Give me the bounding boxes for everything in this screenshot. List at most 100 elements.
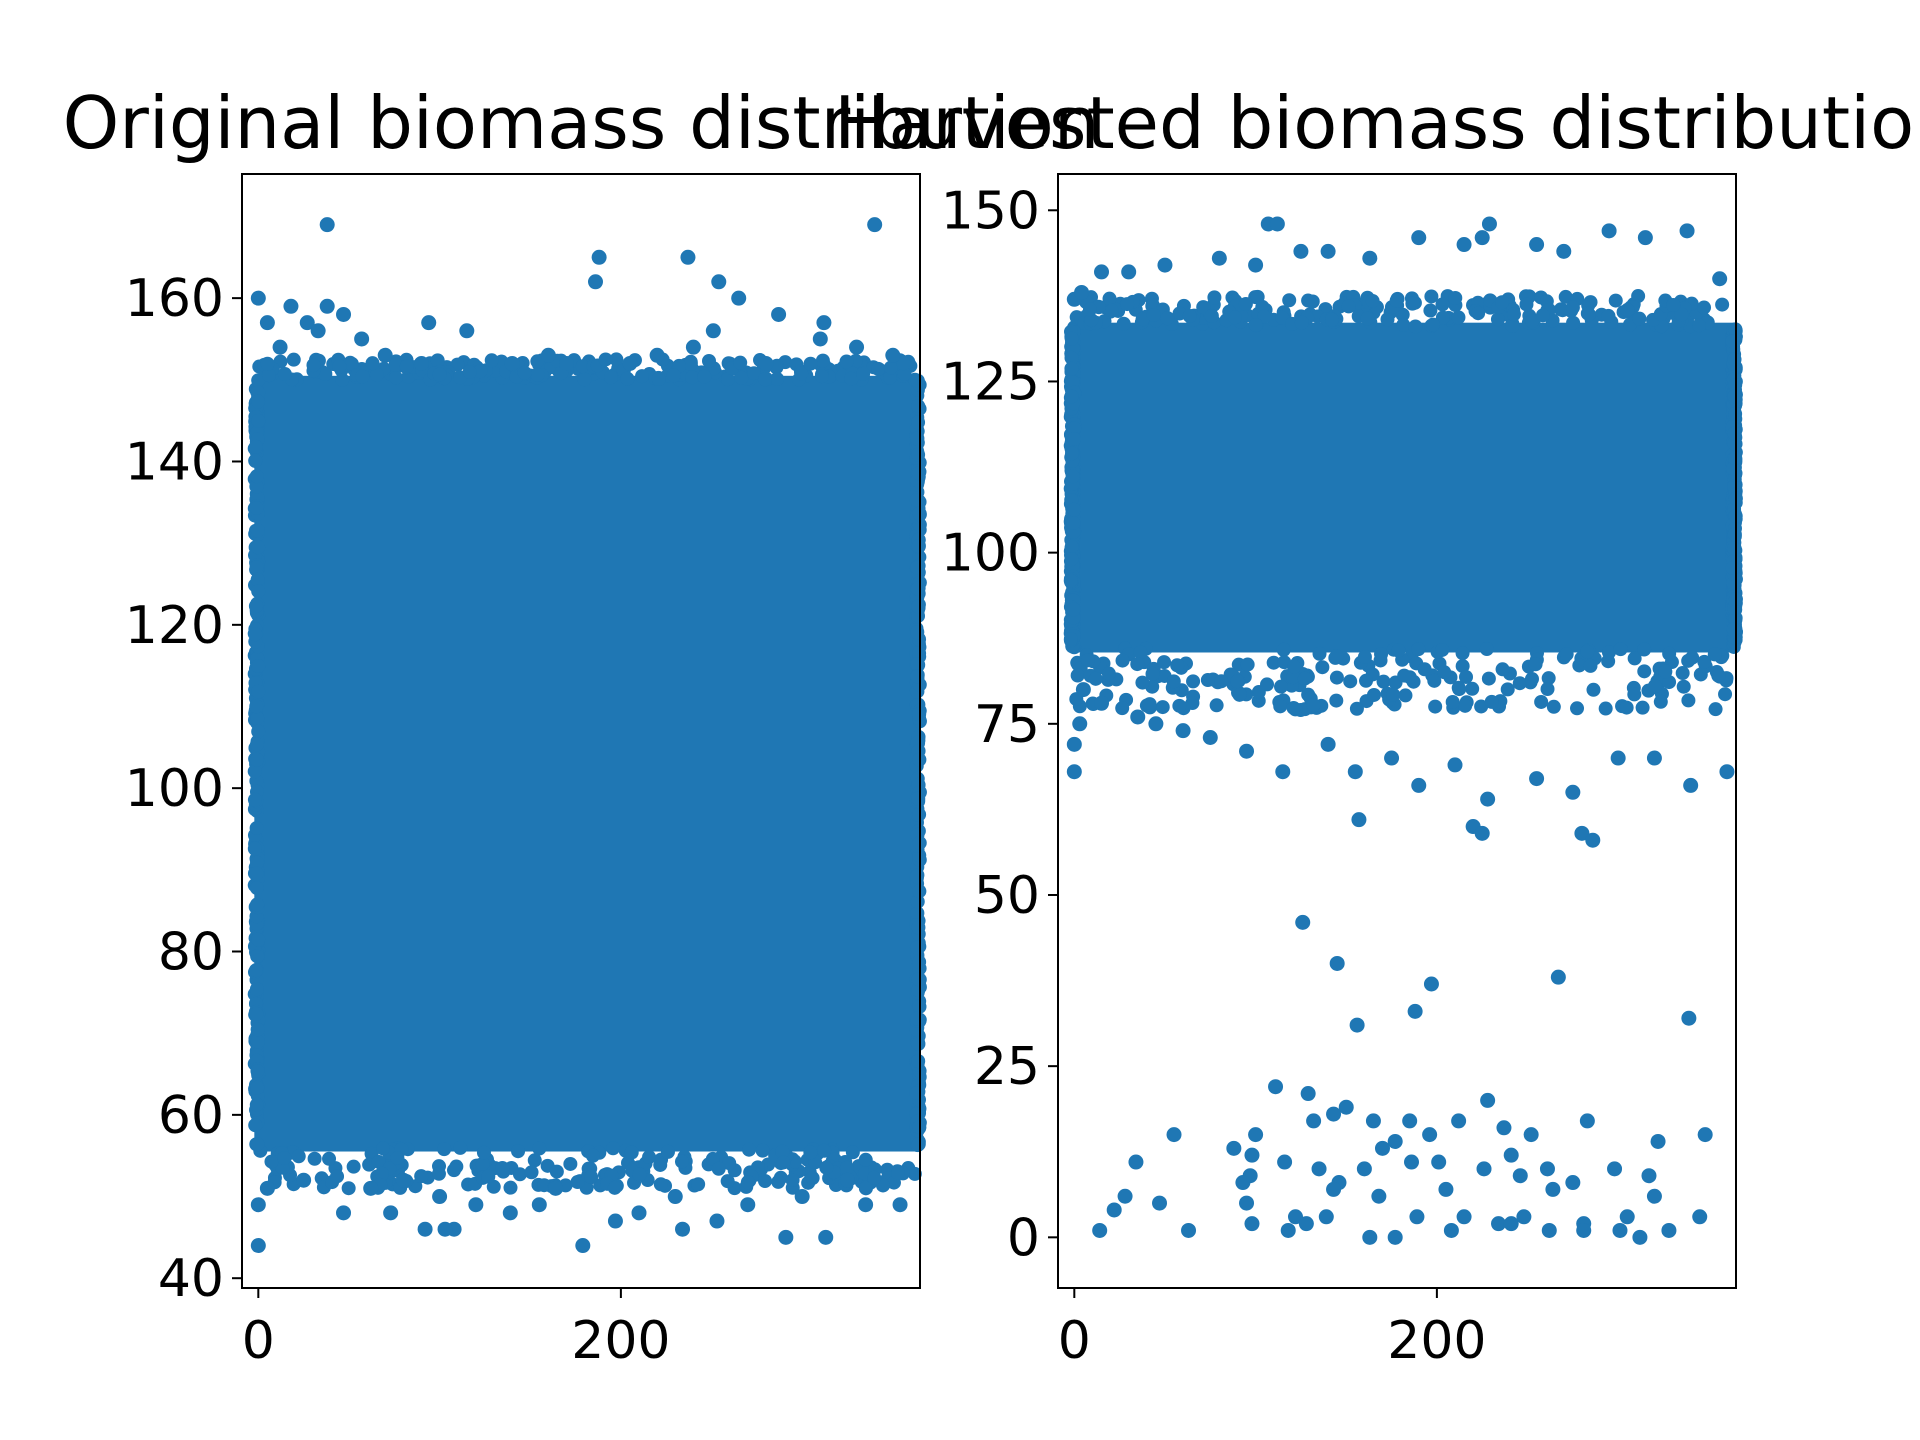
right-scatter-point (1318, 1209, 1334, 1225)
left-plot-frame (241, 173, 921, 1289)
left-edge-point (651, 372, 666, 387)
left-edge-point (249, 752, 264, 767)
right-edge-point (1166, 674, 1181, 689)
right-scatter-point (1607, 1161, 1623, 1177)
left-edge-point (844, 371, 859, 386)
left-edge-point (890, 1165, 905, 1180)
left-edge-point (306, 358, 321, 373)
left-edge-point (911, 599, 926, 614)
left-scatter-point (459, 323, 475, 339)
right-scatter-point (1268, 1079, 1284, 1095)
right-ytick-label: 50 (974, 866, 1040, 926)
right-scatter-point (1326, 1181, 1342, 1197)
right-edge-point (1707, 647, 1722, 662)
right-scatter-point (1320, 736, 1336, 752)
right-edge-point (1359, 673, 1374, 688)
left-edge-point (666, 368, 681, 383)
right-scatter-point (1226, 1140, 1242, 1156)
right-edge-point (1581, 307, 1596, 322)
left-edge-point (261, 368, 276, 383)
left-edge-point (720, 1174, 735, 1189)
left-edge-point (896, 356, 911, 371)
left-edge-point (653, 1157, 668, 1172)
right-edge-point (1484, 694, 1499, 709)
left-ytick-label: 80 (158, 923, 224, 983)
right-scatter-point (1516, 1209, 1532, 1225)
left-edge-point (624, 1145, 639, 1160)
left-edge-point (585, 1148, 600, 1163)
right-scatter-point (1512, 1168, 1528, 1184)
left-scatter-point (432, 1189, 448, 1205)
left-edge-point (911, 415, 926, 430)
right-edge-point (1155, 700, 1170, 715)
left-edge-point (511, 1144, 526, 1159)
right-edge-point (1727, 389, 1742, 404)
left-scatter-point (363, 1180, 379, 1196)
left-edge-point (691, 1177, 706, 1192)
left-edge-point (250, 949, 265, 964)
right-scatter-point (1637, 230, 1653, 246)
left-edge-point (722, 1156, 737, 1171)
right-bulk-scatter (1063, 289, 1743, 718)
right-ytick-label: 125 (941, 352, 1040, 412)
left-edge-point (803, 356, 818, 371)
right-scatter-point (1404, 1154, 1420, 1170)
right-edge-point (1524, 671, 1539, 686)
right-scatter-panel: 0 25 50 75 100 125 150 0 200 Harvested biomass d… (834, 81, 1920, 1371)
left-edge-point (251, 724, 266, 739)
right-edge-point (1490, 312, 1505, 327)
left-edge-point (369, 367, 384, 382)
left-scatter-point (540, 347, 556, 363)
left-xtick-label: 200 (571, 1311, 670, 1371)
right-edge-point (1505, 318, 1520, 333)
right-edge-point (1196, 300, 1211, 315)
right-xtick-label: 0 (1058, 1311, 1091, 1371)
right-scatter-point (1565, 1175, 1581, 1191)
right-edge-point (1102, 291, 1117, 306)
left-edge-point (388, 370, 403, 385)
left-edge-point (532, 1141, 547, 1156)
left-edge-point (720, 372, 735, 387)
left-edge-point (530, 367, 545, 382)
right-edge-point (1157, 655, 1172, 670)
left-scatter-point (685, 339, 701, 355)
left-scatter-point (680, 249, 696, 265)
left-scatter-point (250, 290, 266, 306)
right-edge-point (1160, 311, 1175, 326)
right-edge-point (1398, 688, 1413, 703)
left-edge-point (607, 1180, 622, 1195)
left-edge-point (776, 1155, 791, 1170)
right-scatter-point (1275, 764, 1291, 780)
right-scatter-point (1529, 237, 1545, 253)
left-edge-point (250, 737, 265, 752)
right-scatter-point (1474, 825, 1490, 841)
right-scatter-point (1474, 230, 1490, 246)
left-scatter-point (259, 1180, 275, 1196)
right-scatter-point (1681, 1010, 1697, 1026)
left-scatter-point (296, 1172, 312, 1188)
right-edge-point (1681, 693, 1696, 708)
left-scatter-point (502, 1205, 518, 1221)
left-edge-point (399, 359, 414, 374)
right-edge-point (1101, 666, 1116, 681)
left-edge-point (251, 659, 266, 674)
right-edge-point (1666, 298, 1681, 313)
left-edge-point (249, 1006, 264, 1021)
left-scatter-point (259, 315, 275, 331)
right-edge-point (1608, 293, 1623, 308)
right-edge-point (1380, 312, 1395, 327)
right-scatter-point (1066, 736, 1082, 752)
left-ytick-label: 120 (125, 596, 224, 656)
right-edge-point (1064, 350, 1079, 365)
right-scatter-point (1423, 976, 1439, 992)
right-edge-point (1674, 307, 1689, 322)
left-edge-point (817, 1143, 832, 1158)
left-dense-region (254, 375, 921, 1152)
right-scatter-point (1092, 1222, 1108, 1238)
right-scatter-point (1320, 243, 1336, 259)
right-scatter-point (1300, 1086, 1316, 1102)
left-edge-point (277, 1151, 292, 1166)
right-scatter-point (1371, 1188, 1387, 1204)
right-edge-point (1064, 389, 1079, 404)
right-edge-point (1417, 662, 1432, 677)
